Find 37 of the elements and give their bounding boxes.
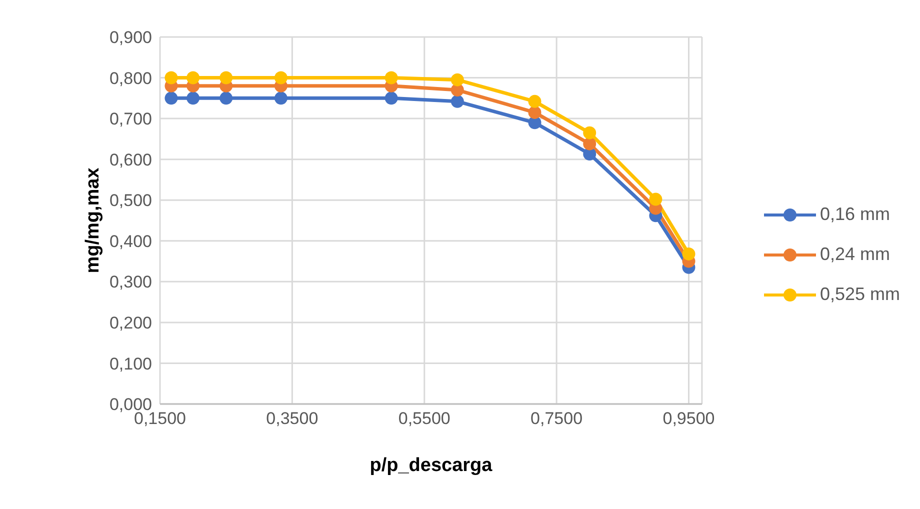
point xyxy=(220,92,233,105)
y-tick-label: 0,900 xyxy=(109,28,152,48)
x-tick-label: 0,1500 xyxy=(134,409,186,428)
point xyxy=(220,71,233,84)
point xyxy=(583,126,596,140)
point xyxy=(384,92,398,105)
point xyxy=(384,71,398,84)
x-tick-label: 0,5500 xyxy=(398,409,450,428)
legend-label: 0,525 mm xyxy=(820,284,900,305)
point xyxy=(274,71,288,84)
y-tick-label: 0,800 xyxy=(109,68,152,88)
point xyxy=(583,137,596,150)
y-tick-label: 0,700 xyxy=(109,110,152,129)
x-tick-label: 0,3500 xyxy=(266,409,318,428)
y-tick-label: 0,600 xyxy=(109,150,152,170)
point xyxy=(528,94,542,108)
y-tick-label: 0,500 xyxy=(109,191,152,210)
x-tick-label: 0,9500 xyxy=(662,409,715,428)
y-tick-label: 0,300 xyxy=(109,272,152,292)
point xyxy=(186,71,200,84)
y-tick-label: 0,400 xyxy=(109,232,152,251)
point xyxy=(164,92,178,105)
point xyxy=(450,73,464,86)
legend-label: 0,24 mm xyxy=(820,244,890,265)
x-tick-label: 0,7500 xyxy=(530,409,583,428)
point xyxy=(274,92,288,105)
point xyxy=(450,94,464,108)
y-tick-label: 0,100 xyxy=(109,354,152,374)
point xyxy=(649,192,662,206)
point xyxy=(164,71,178,84)
y-tick-label: 0,200 xyxy=(109,313,152,332)
point xyxy=(186,92,200,105)
point xyxy=(528,106,542,119)
x-axis-title: p/p_descarga xyxy=(370,455,493,476)
point xyxy=(682,247,696,260)
legend-label: 0,16 mm xyxy=(820,204,890,225)
y-axis-title: mg/mg,max xyxy=(82,167,104,274)
